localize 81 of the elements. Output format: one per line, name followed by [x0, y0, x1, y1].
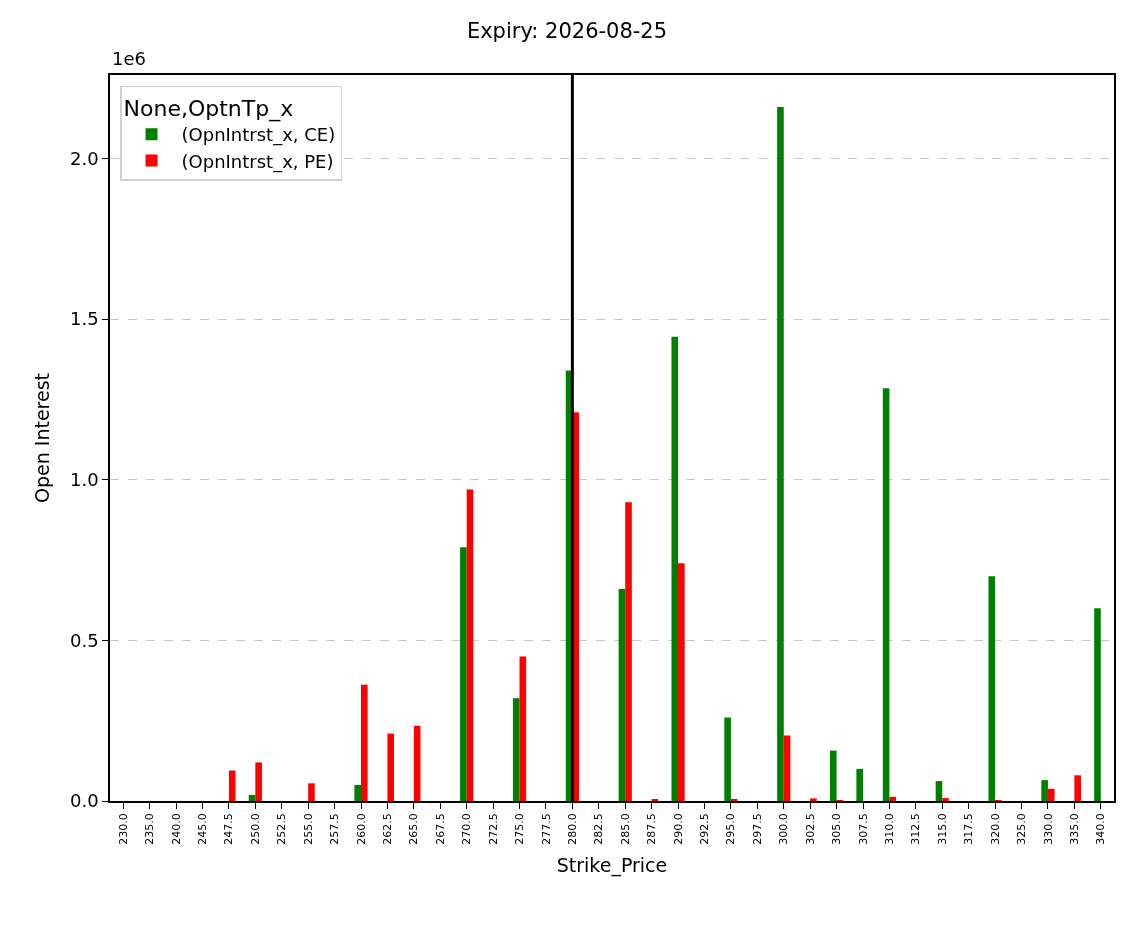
bar — [1074, 775, 1081, 801]
bar — [387, 733, 395, 801]
bar — [777, 107, 784, 801]
bar — [466, 489, 474, 801]
x-tick-label: 272.5 — [486, 813, 500, 845]
y-tick-label: 2.0 — [70, 147, 99, 169]
bar — [1041, 780, 1048, 801]
x-tick-label: 290.0 — [671, 813, 685, 845]
x-tick-label: 277.5 — [539, 813, 553, 845]
x-tick-label: 340.0 — [1094, 813, 1108, 845]
bar — [783, 735, 791, 801]
y-tick-label: 1.5 — [70, 308, 99, 330]
x-tick-label: 267.5 — [433, 813, 447, 845]
x-tick-label: 282.5 — [592, 813, 606, 845]
x-tick-label: 285.0 — [618, 813, 632, 845]
y-tick-label: 0.5 — [70, 629, 99, 651]
x-tick-label: 330.0 — [1041, 813, 1055, 845]
bar — [935, 781, 943, 801]
bar — [810, 798, 817, 801]
x-tick-label: 307.5 — [856, 813, 870, 845]
bar — [829, 750, 837, 801]
bar — [361, 684, 368, 801]
bar — [856, 768, 863, 801]
x-tick-label: 280.0 — [565, 813, 579, 845]
x-tick-label: 260.0 — [354, 813, 368, 845]
bar — [988, 576, 996, 801]
y-tick-label: 0.0 — [70, 790, 99, 812]
bar — [354, 784, 361, 801]
x-tick-label: 245.0 — [196, 813, 210, 845]
bar — [519, 656, 527, 801]
x-tick-label: 230.0 — [116, 813, 130, 845]
bar — [512, 698, 520, 801]
bar — [671, 336, 679, 801]
legend-label: (OpnIntrst_x, CE) — [181, 124, 336, 147]
x-tick-label: 325.0 — [1015, 813, 1029, 845]
x-tick-label: 265.0 — [407, 813, 421, 845]
x-tick-label: 305.0 — [830, 813, 844, 845]
bar — [413, 725, 421, 801]
bar — [460, 547, 467, 801]
x-tick-label: 295.0 — [724, 813, 738, 845]
bar — [1094, 608, 1101, 801]
bar — [255, 762, 262, 801]
bar — [625, 502, 632, 801]
x-tick-label: 310.0 — [882, 813, 896, 845]
x-tick-label: 317.5 — [962, 813, 976, 845]
x-tick-label: 320.0 — [988, 813, 1002, 845]
bar — [1047, 788, 1055, 801]
bar — [724, 717, 731, 801]
x-tick-label: 275.0 — [513, 813, 527, 845]
x-tick-label: 297.5 — [750, 813, 764, 845]
bar — [889, 796, 897, 801]
x-tick-label: 262.5 — [381, 813, 394, 845]
x-tick-label: 252.5 — [275, 813, 289, 845]
legend-label: (OpnIntrst_x, PE) — [181, 150, 334, 173]
bar — [308, 783, 315, 801]
bar — [618, 588, 626, 801]
bar — [678, 563, 685, 801]
x-tick-label: 235.0 — [143, 813, 157, 845]
bar — [942, 798, 949, 801]
bar — [882, 388, 890, 801]
x-tick-label: 270.0 — [460, 813, 474, 845]
x-tick-label: 255.0 — [301, 813, 315, 845]
x-tick-label: 287.5 — [645, 813, 659, 845]
x-tick-label: 250.0 — [248, 813, 262, 845]
x-tick-label: 300.0 — [777, 813, 791, 845]
x-axis-title: Strike_Price — [556, 853, 668, 877]
y-axis-title: Open Interest — [31, 372, 54, 504]
text: 1e6 — [112, 48, 146, 69]
y-tick-label: 1.0 — [70, 469, 99, 491]
x-tick-label: 312.5 — [909, 813, 923, 845]
x-tick-label: 257.5 — [328, 813, 342, 845]
x-tick-label: 302.5 — [803, 813, 817, 845]
x-tick-label: 292.5 — [698, 813, 712, 845]
chart-title: Expiry: 2026-08-25 — [466, 18, 668, 43]
x-tick-label: 315.0 — [935, 813, 949, 845]
bar — [228, 770, 236, 801]
bar — [248, 794, 256, 801]
x-tick-label: 240.0 — [169, 813, 183, 845]
x-tick-label: 335.0 — [1067, 813, 1081, 845]
x-tick-label: 247.5 — [222, 813, 236, 845]
legend-title: None,OptnTp_x — [123, 95, 294, 122]
